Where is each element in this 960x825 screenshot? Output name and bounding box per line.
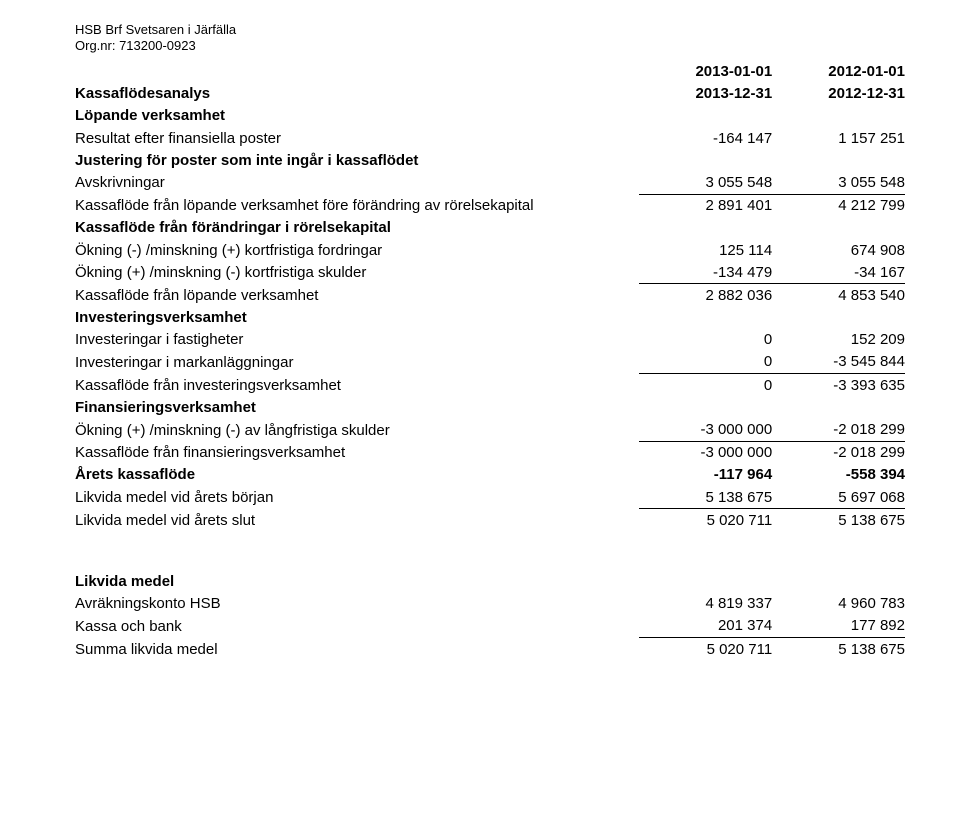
finans-heading-label: Finansieringsverksamhet — [75, 396, 639, 418]
invest-fastigheter-label: Investeringar i fastigheter — [75, 329, 639, 351]
org-header: HSB Brf Svetsaren i Järfälla Org.nr: 713… — [75, 22, 905, 55]
invest-fastigheter-v2: 152 209 — [772, 329, 905, 351]
slut-v1: 5 020 711 — [639, 509, 772, 532]
page-title: Kassaflödesanalys — [75, 83, 639, 105]
resultat-v2: 1 157 251 — [772, 127, 905, 149]
row-invest-fastigheter: Investeringar i fastigheter 0 152 209 — [75, 329, 905, 351]
kf-finans-label: Kassaflöde från finansieringsverksamhet — [75, 441, 639, 464]
row-borjan: Likvida medel vid årets början 5 138 675… — [75, 486, 905, 509]
section-invest-heading: Investeringsverksamhet — [75, 307, 905, 329]
arets-label: Årets kassaflöde — [75, 464, 639, 486]
slut-label: Likvida medel vid årets slut — [75, 509, 639, 532]
row-kf-invest: Kassaflöde från investeringsverksamhet 0… — [75, 374, 905, 397]
kassa-v1: 201 374 — [639, 615, 772, 638]
org-name: HSB Brf Svetsaren i Järfälla — [75, 22, 905, 38]
borjan-v2: 5 697 068 — [772, 486, 905, 509]
okning-skuld-v2: -34 167 — [772, 261, 905, 284]
gap-row — [75, 531, 905, 570]
resultat-label: Resultat efter finansiella poster — [75, 127, 639, 149]
section-finans-heading: Finansieringsverksamhet — [75, 396, 905, 418]
okning-fordr-v2: 674 908 — [772, 239, 905, 261]
summa-label: Summa likvida medel — [75, 638, 639, 661]
kf-finans-v1: -3 000 000 — [639, 441, 772, 464]
section-lopande-heading: Löpande verksamhet — [75, 105, 905, 127]
kf-lopande-v1: 2 882 036 — [639, 284, 772, 307]
row-slut: Likvida medel vid årets slut 5 020 711 5… — [75, 509, 905, 532]
summa-v1: 5 020 711 — [639, 638, 772, 661]
finans-langfr-label: Ökning (+) /minskning (-) av långfristig… — [75, 419, 639, 442]
row-kf-fore: Kassaflöde från löpande verksamhet före … — [75, 194, 905, 217]
row-finans-langfr: Ökning (+) /minskning (-) av långfristig… — [75, 419, 905, 442]
row-okning-skuld: Ökning (+) /minskning (-) kortfristiga s… — [75, 261, 905, 284]
likvida-heading-label: Likvida medel — [75, 570, 639, 592]
kf-fore-v2: 4 212 799 — [772, 194, 905, 217]
kf-invest-v1: 0 — [639, 374, 772, 397]
invest-mark-v1: 0 — [639, 351, 772, 374]
invest-fastigheter-v1: 0 — [639, 329, 772, 351]
okning-fordr-v1: 125 114 — [639, 239, 772, 261]
row-arets: Årets kassaflöde -117 964 -558 394 — [75, 464, 905, 486]
invest-heading-label: Investeringsverksamhet — [75, 307, 639, 329]
kf-finans-v2: -2 018 299 — [772, 441, 905, 464]
invest-mark-v2: -3 545 844 — [772, 351, 905, 374]
borjan-v1: 5 138 675 — [639, 486, 772, 509]
okning-skuld-label: Ökning (+) /minskning (-) kortfristiga s… — [75, 261, 639, 284]
row-resultat: Resultat efter finansiella poster -164 1… — [75, 127, 905, 149]
period-col2-bot: 2012-12-31 — [772, 83, 905, 105]
kassa-label: Kassa och bank — [75, 615, 639, 638]
arets-v2: -558 394 — [772, 464, 905, 486]
forandr-heading-label: Kassaflöde från förändringar i rörelseka… — [75, 217, 639, 239]
invest-mark-label: Investeringar i markanläggningar — [75, 351, 639, 374]
title-row: Kassaflödesanalys 2013-12-31 2012-12-31 — [75, 83, 905, 105]
resultat-v1: -164 147 — [639, 127, 772, 149]
avskriv-label: Avskrivningar — [75, 171, 639, 194]
kf-lopande-v2: 4 853 540 — [772, 284, 905, 307]
justering-heading-label: Justering för poster som inte ingår i ka… — [75, 149, 639, 171]
kf-invest-label: Kassaflöde från investeringsverksamhet — [75, 374, 639, 397]
row-kf-finans: Kassaflöde från finansieringsverksamhet … — [75, 441, 905, 464]
row-avskriv: Avskrivningar 3 055 548 3 055 548 — [75, 171, 905, 194]
section-forandr-heading: Kassaflöde från förändringar i rörelseka… — [75, 217, 905, 239]
row-okning-fordr: Ökning (-) /minskning (+) kortfristiga f… — [75, 239, 905, 261]
section-likvida-heading: Likvida medel — [75, 570, 905, 592]
summa-v2: 5 138 675 — [772, 638, 905, 661]
arets-v1: -117 964 — [639, 464, 772, 486]
cashflow-table: 2013-01-01 2012-01-01 Kassaflödesanalys … — [75, 61, 905, 661]
avrak-label: Avräkningskonto HSB — [75, 593, 639, 615]
row-invest-mark: Investeringar i markanläggningar 0 -3 54… — [75, 351, 905, 374]
finans-langfr-v2: -2 018 299 — [772, 419, 905, 442]
finans-langfr-v1: -3 000 000 — [639, 419, 772, 442]
period-row-top: 2013-01-01 2012-01-01 — [75, 61, 905, 83]
borjan-label: Likvida medel vid årets början — [75, 486, 639, 509]
org-nr: Org.nr: 713200-0923 — [75, 38, 905, 54]
lopande-heading-label: Löpande verksamhet — [75, 105, 639, 127]
kf-fore-label: Kassaflöde från löpande verksamhet före … — [75, 194, 639, 217]
row-avrak: Avräkningskonto HSB 4 819 337 4 960 783 — [75, 593, 905, 615]
section-justering-heading: Justering för poster som inte ingår i ka… — [75, 149, 905, 171]
avrak-v1: 4 819 337 — [639, 593, 772, 615]
period-col2-top: 2012-01-01 — [772, 61, 905, 83]
row-kf-lopande: Kassaflöde från löpande verksamhet 2 882… — [75, 284, 905, 307]
row-kassa: Kassa och bank 201 374 177 892 — [75, 615, 905, 638]
avrak-v2: 4 960 783 — [772, 593, 905, 615]
avskriv-v1: 3 055 548 — [639, 171, 772, 194]
avskriv-v2: 3 055 548 — [772, 171, 905, 194]
period-col1-bot: 2013-12-31 — [639, 83, 772, 105]
period-col1-top: 2013-01-01 — [639, 61, 772, 83]
okning-skuld-v1: -134 479 — [639, 261, 772, 284]
kf-invest-v2: -3 393 635 — [772, 374, 905, 397]
slut-v2: 5 138 675 — [772, 509, 905, 532]
kassa-v2: 177 892 — [772, 615, 905, 638]
kf-fore-v1: 2 891 401 — [639, 194, 772, 217]
kf-lopande-label: Kassaflöde från löpande verksamhet — [75, 284, 639, 307]
row-summa: Summa likvida medel 5 020 711 5 138 675 — [75, 638, 905, 661]
okning-fordr-label: Ökning (-) /minskning (+) kortfristiga f… — [75, 239, 639, 261]
